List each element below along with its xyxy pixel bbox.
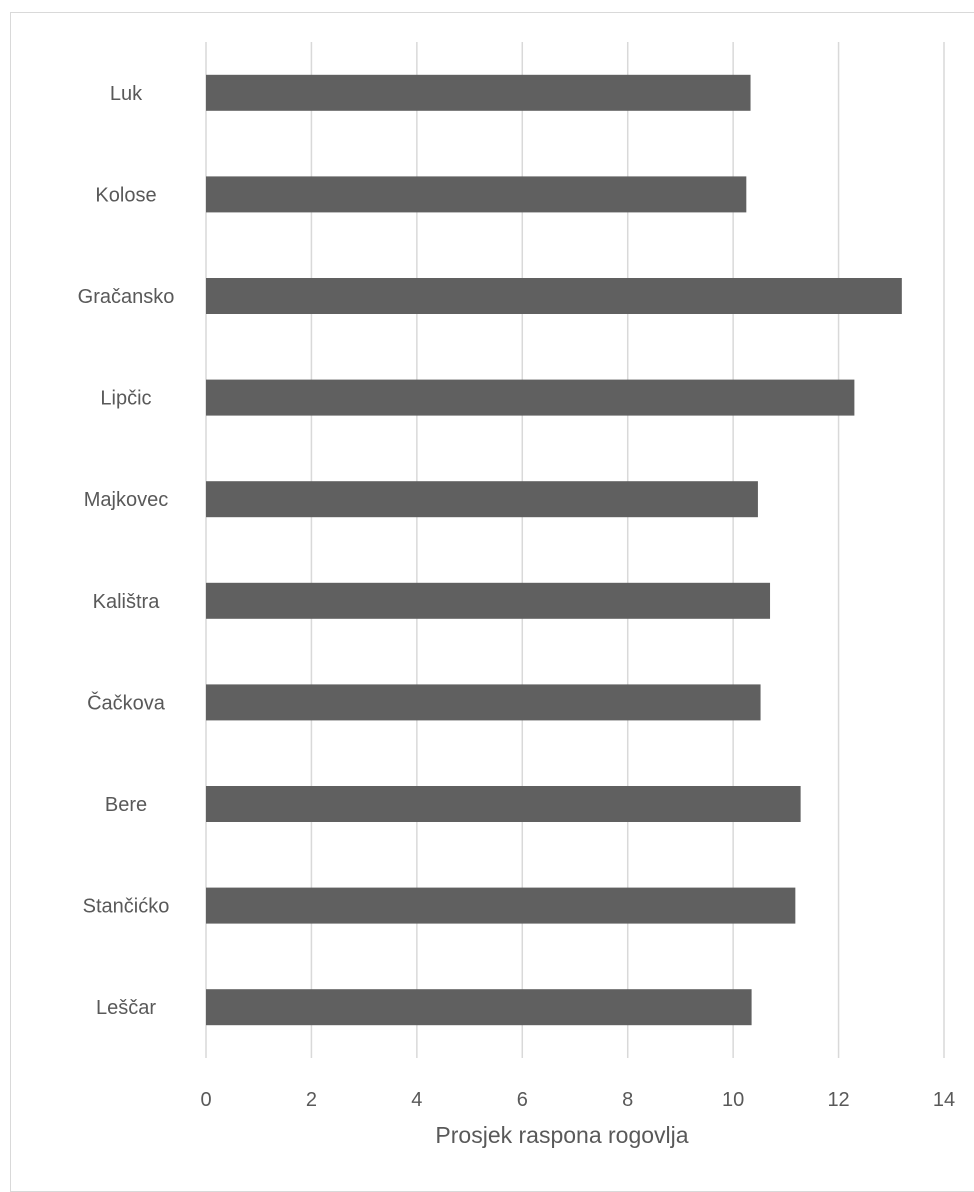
category-label: Stančićko xyxy=(83,896,170,918)
category-label: Lipčic xyxy=(100,388,151,410)
bar-5 xyxy=(206,481,758,518)
x-tick-label: 0 xyxy=(200,1089,211,1111)
category-label: Kolose xyxy=(95,184,156,206)
category-label: Kalištra xyxy=(93,591,161,613)
x-tick-label: 8 xyxy=(622,1089,633,1111)
x-tick-label: 2 xyxy=(306,1089,317,1111)
category-label: Bere xyxy=(105,794,147,816)
x-tick-labels: 0 2 4 6 8 10 12 14 xyxy=(200,1089,955,1111)
category-label: Majkovec xyxy=(84,489,168,511)
x-tick-label: 10 xyxy=(722,1089,744,1111)
x-axis-title: Prosjek raspona rogovlja xyxy=(435,1122,688,1148)
x-tick-label: 14 xyxy=(933,1089,955,1111)
bar-6 xyxy=(206,582,771,619)
category-label: Luk xyxy=(110,83,143,105)
category-label: Čačkova xyxy=(87,691,166,714)
category-label: Leščar xyxy=(96,997,156,1019)
x-tick-label: 6 xyxy=(517,1089,528,1111)
bar-4 xyxy=(206,379,855,416)
category-label: Gračansko xyxy=(78,286,175,308)
category-labels: Luk Kolose Gračansko Lipčic Majkovec Kalištra… xyxy=(78,83,175,1019)
bar-8 xyxy=(206,786,801,822)
bar-10 xyxy=(206,989,752,1026)
bars xyxy=(206,74,902,1026)
bar-1 xyxy=(206,74,751,111)
x-tick-label: 4 xyxy=(411,1089,422,1111)
x-tick-label: 12 xyxy=(827,1089,849,1111)
bar-7 xyxy=(206,684,761,721)
bar-3 xyxy=(206,278,902,314)
bar-2 xyxy=(206,176,747,213)
bar-9 xyxy=(206,887,796,924)
